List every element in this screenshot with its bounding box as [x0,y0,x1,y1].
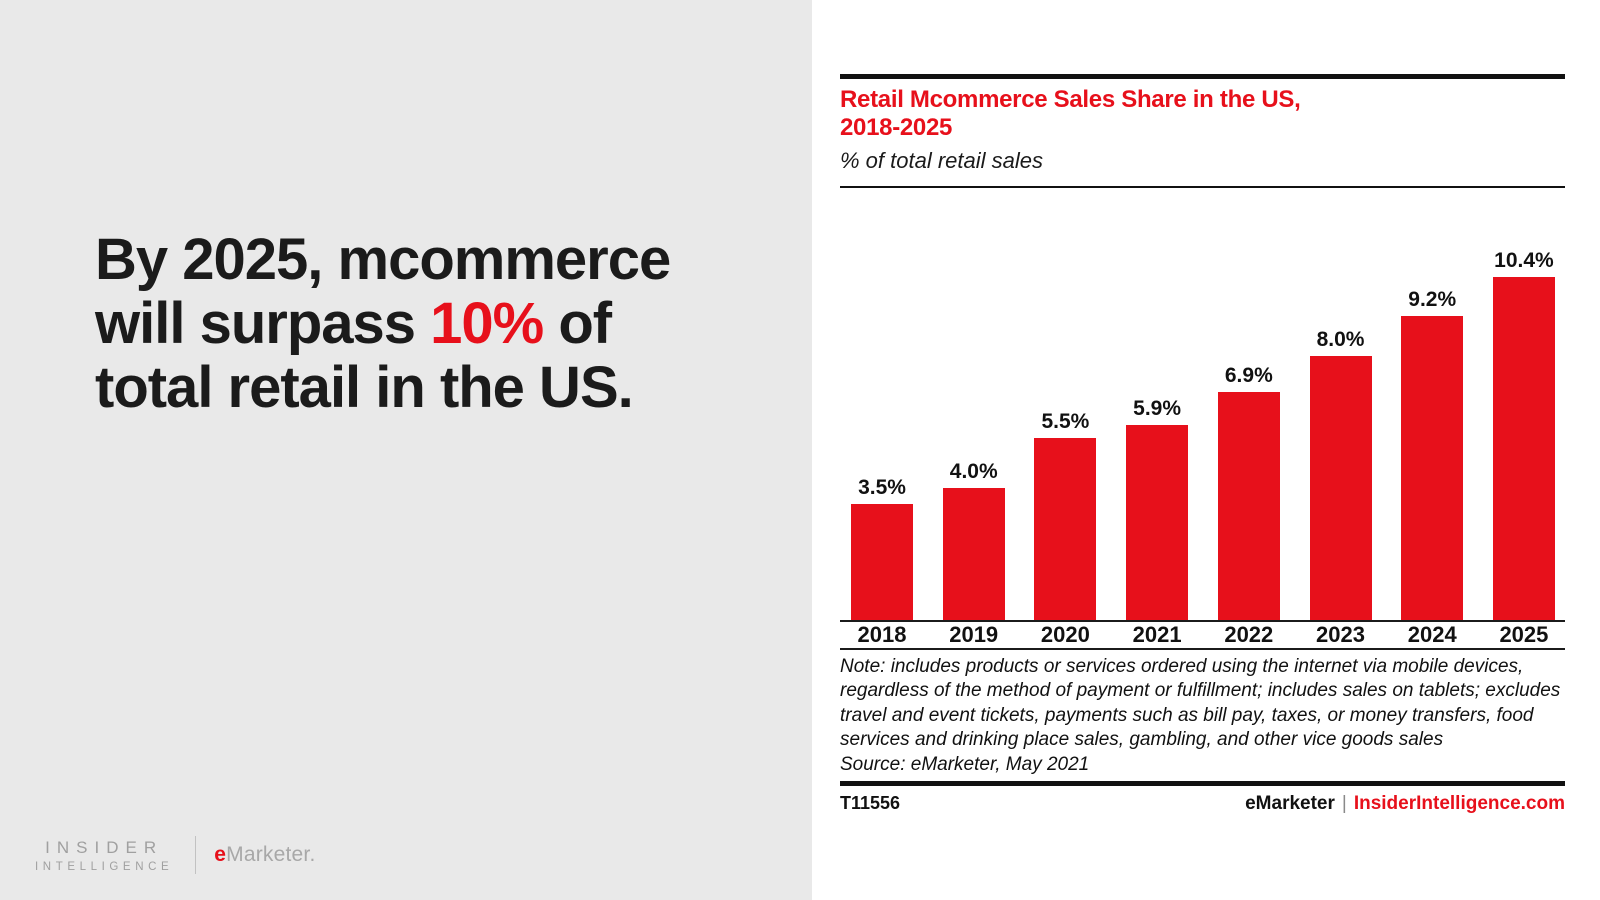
bar-column: 3.5% [851,476,913,620]
chart-panel: Retail Mcommerce Sales Share in the US, … [840,74,1565,815]
emarketer-wordmark: eMarketer. [214,843,315,867]
chart-id: T11556 [840,792,901,813]
bar-value-label: 10.4% [1494,249,1554,272]
bar-plot: 3.5% 4.0% 5.5% 5.9% 6.9% 8.0% 9.2% 10.4% [840,188,1565,622]
footer-divider: | [1341,792,1347,814]
bar [1034,438,1097,620]
headline-line2-pre: will surpass [95,291,431,356]
bar-column: 4.0% [942,460,1005,620]
bar [1309,356,1372,620]
headline-highlight: 10% [430,291,544,356]
bar-column: 8.0% [1309,328,1372,620]
chart-title-line1: Retail Mcommerce Sales Share in the US, [840,86,1301,113]
chart-footer-rule [840,780,1565,786]
x-axis-tick-label: 2020 [1040,622,1090,647]
chart-header-rule [840,186,1565,188]
headline: By 2025, mcommerce will surpass 10% of t… [95,228,755,420]
footer-branding: eMarketer | InsiderIntelligence.com [1245,793,1565,815]
footer-emarketer-label: eMarketer [1245,792,1335,814]
chart-title-line2: 2018-2025 [840,114,953,141]
bar-value-label: 5.9% [1133,397,1182,420]
bar [1126,425,1189,620]
bar [942,488,1005,620]
chart-note: Note: includes products or services orde… [840,656,1561,751]
logo-divider [195,836,197,874]
bar [1492,277,1555,620]
bar-value-label: 3.5% [858,476,906,499]
chart-top-rule [840,74,1565,79]
bar-column: 6.9% [1217,364,1280,620]
bar [1401,316,1464,620]
x-axis-tick-label: 2023 [1316,622,1365,647]
bar-value-label: 4.0% [949,460,998,483]
bar-value-label: 6.9% [1224,364,1273,387]
bar-value-label: 9.2% [1408,288,1457,311]
x-axis-tick-label: 2025 [1499,622,1549,647]
x-axis-tick-label: 2021 [1132,622,1182,647]
x-axis-tick-label: 2022 [1224,622,1274,647]
headline-line3: total retail in the US. [95,355,634,420]
left-panel: By 2025, mcommerce will surpass 10% of t… [0,0,812,900]
footer-insiderintelligence-link[interactable]: InsiderIntelligence.com [1353,792,1565,814]
bar-value-label: 8.0% [1316,328,1365,351]
chart-title: Retail Mcommerce Sales Share in the US, … [840,86,1565,142]
bar-value-label: 5.5% [1041,410,1090,433]
bar [851,504,913,620]
x-axis-tick-label: 2018 [857,622,907,647]
emarketer-wordmark-e: e [214,843,227,866]
bar-column: 5.5% [1034,410,1097,620]
bar-column: 10.4% [1492,249,1555,620]
bar-column: 5.9% [1126,397,1189,620]
chart-subtitle: % of total retail sales [840,148,1043,173]
bar [1217,392,1280,620]
chart-source: Source: eMarketer, May 2021 [840,753,1090,775]
headline-line1: By 2025, mcommerce [95,227,671,292]
x-axis-tick-label: 2019 [949,622,999,647]
insider-wordmark-line1: INSIDER [45,837,164,857]
emarketer-wordmark-rest: Marketer. [226,843,316,866]
insider-wordmark-line2: INTELLIGENCE [35,860,174,873]
x-axis-tick-label: 2024 [1407,622,1457,647]
bar-column: 9.2% [1401,288,1464,620]
headline-line2-post: of [543,291,612,356]
chart-footer: T11556 eMarketer | InsiderIntelligence.com [840,793,1565,815]
insider-intelligence-emarketer-logo: INSIDER INTELLIGENCE eMarketer. [35,836,316,874]
x-axis-labels: 2018 2019 2020 2021 2022 2023 2024 2025 [840,622,1565,650]
insider-intelligence-wordmark: INSIDER INTELLIGENCE [35,838,173,873]
